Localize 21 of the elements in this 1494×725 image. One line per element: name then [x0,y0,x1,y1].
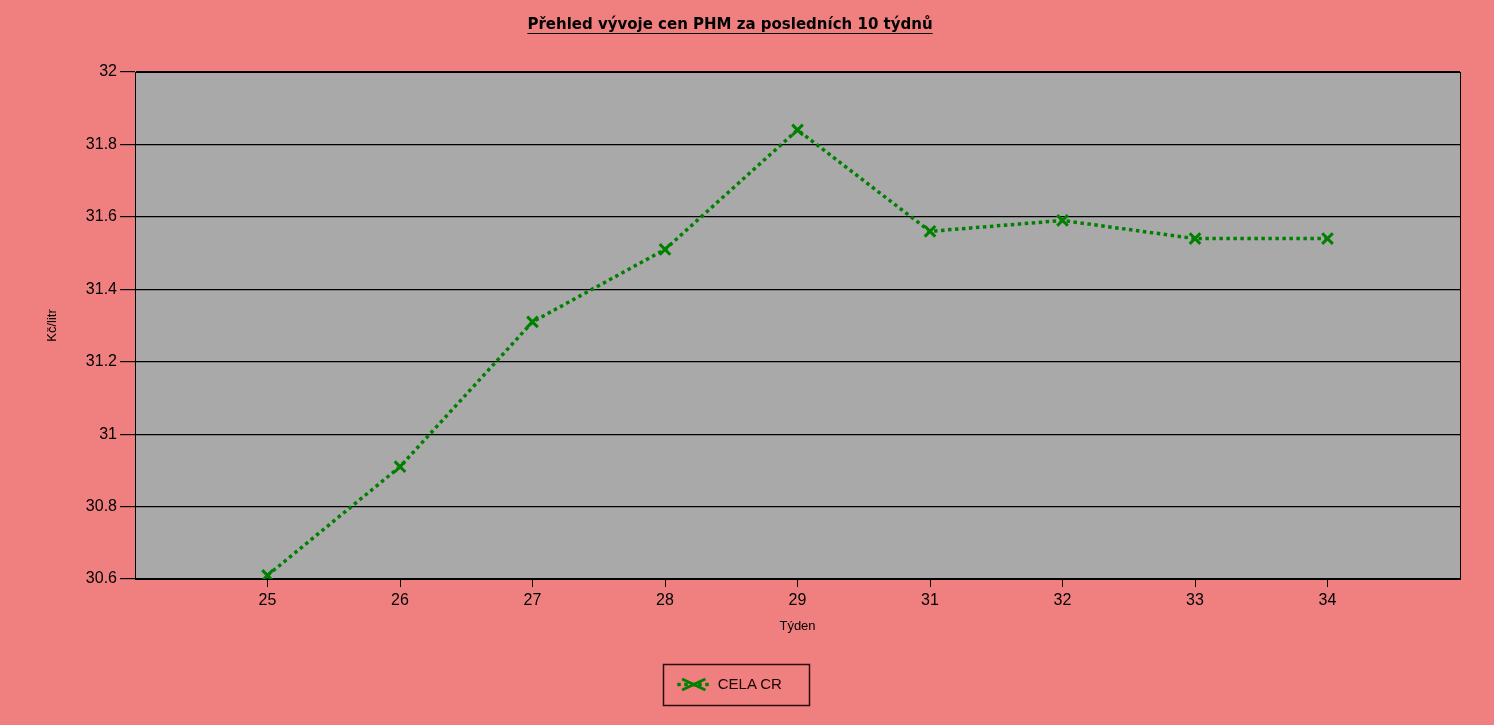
y-tick-label: 32 [99,62,118,80]
x-tick-label: 31 [921,591,939,609]
y-tick-label: 31.8 [85,134,118,152]
y-axis-title: Kč/litr [44,308,60,342]
y-tick-label: 30.8 [85,496,118,514]
x-tick-label: 25 [258,591,277,609]
y-tick-label: 31 [99,424,118,442]
legend-label: CELA CR [717,674,783,692]
x-tick-label: 33 [1186,591,1204,609]
x-tick-label: 28 [656,591,674,609]
y-tick-label: 31.2 [85,352,118,370]
x-tick-label: 29 [788,591,807,609]
x-tick-label: 26 [391,591,409,609]
x-tick-label: 34 [1318,591,1337,609]
x-tick-label: 27 [523,591,542,609]
x-axis-title: Týden [779,617,816,633]
chart-title: Přehled vývoje cen PHM za posledních 10 týdnů [527,14,933,33]
x-tick-label: 32 [1053,591,1072,609]
y-tick-label: 31.4 [85,279,118,297]
y-tick-label: 31.6 [85,207,118,225]
y-tick-label: 30.6 [85,569,118,587]
